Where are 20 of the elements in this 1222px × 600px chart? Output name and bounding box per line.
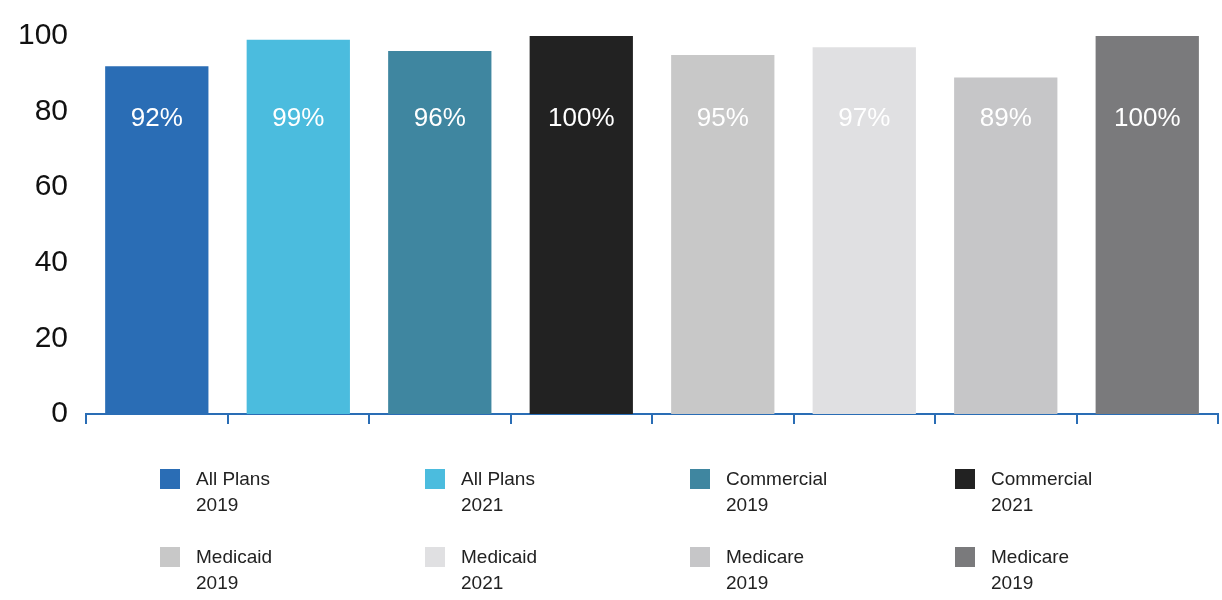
y-tick-label: 100 (17, 17, 69, 51)
data-label: 100% (548, 102, 615, 133)
legend-label: All Plans 2019 (196, 467, 271, 517)
data-label: 96% (413, 102, 466, 133)
y-tick-label: 40 (34, 244, 69, 278)
legend-label: All Plans 2021 (461, 467, 536, 517)
y-tick-label: 80 (34, 92, 69, 126)
data-label: 99% (272, 102, 325, 133)
data-label: 89% (979, 102, 1032, 133)
y-tick-label: 60 (34, 168, 69, 202)
y-tick-label: 20 (34, 319, 69, 353)
legend-label: Medicaid 2019 (196, 545, 274, 595)
legend-label: Medicaid 2021 (461, 545, 539, 595)
legend-label: Commercial 2019 (726, 467, 829, 517)
data-label: 100% (1114, 102, 1181, 133)
legend-label: Medicare 2019 (726, 545, 806, 595)
y-tick-label: 0 (51, 395, 69, 429)
data-label: 92% (130, 102, 183, 133)
legend-label: Commercial 2021 (991, 467, 1094, 517)
legend-label: Medicare 2019 (991, 545, 1071, 595)
